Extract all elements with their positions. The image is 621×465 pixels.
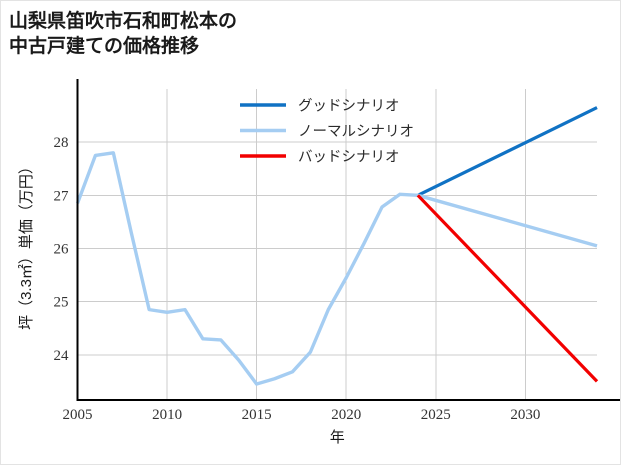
x-tick-label: 2005: [63, 407, 93, 423]
y-tick-label: 26: [54, 241, 70, 257]
y-tick-label: 27: [54, 188, 70, 204]
x-tick-label: 2020: [331, 407, 361, 423]
x-tick-labels: 2005 2010 2015 2020 2025 2030: [63, 407, 541, 423]
series-line-2: [416, 194, 599, 383]
y-gridlines: [77, 141, 597, 356]
legend-label-0: グッドシナリオ: [298, 98, 400, 115]
legend-label-2: バッドシナリオ: [298, 150, 400, 166]
x-tick-label: 2010: [152, 407, 182, 423]
y-tick-label: 28: [54, 135, 69, 151]
y-axis-title: 坪（3.3㎡）単価（万円）: [18, 159, 35, 330]
series-line-1: [75, 151, 598, 386]
series-line-0: [417, 106, 598, 197]
x-tick-label: 2030: [510, 407, 540, 423]
page-title: 山梨県笛吹市石和町松本の 中古戸建ての価格推移: [9, 11, 238, 58]
y-tick-labels: 24 25 26 27 28: [54, 135, 70, 364]
y-tick-label: 25: [54, 295, 69, 311]
x-tick-label: 2015: [242, 407, 272, 423]
x-axis-title: 年: [330, 429, 345, 446]
x-tick-label: 2025: [421, 407, 451, 423]
y-tick-label: 24: [54, 348, 70, 364]
legend-label-1: ノーマルシナリオ: [298, 124, 414, 140]
axis-spines: [76, 79, 620, 402]
data-series-group: [75, 106, 599, 386]
